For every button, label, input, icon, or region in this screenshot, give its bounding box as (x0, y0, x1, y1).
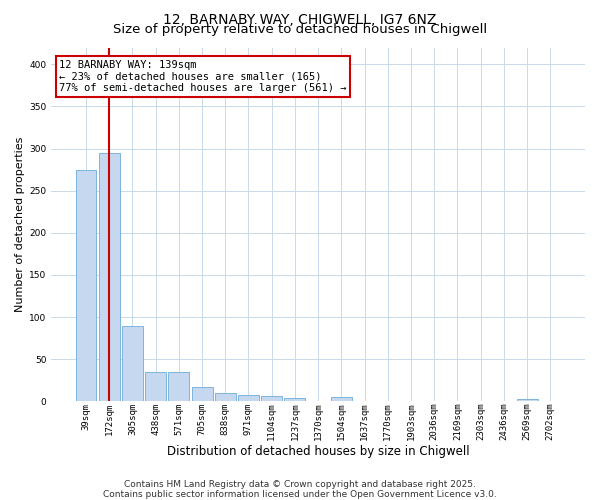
Bar (331, 397, 352, 402)
Bar (191, 387, 212, 402)
Bar (284, 398, 305, 402)
Bar (169, 372, 189, 402)
X-axis label: Distribution of detached houses by size in Chigwell: Distribution of detached houses by size … (167, 444, 469, 458)
Bar (261, 396, 282, 402)
Text: 12 BARNABY WAY: 139sqm
← 23% of detached houses are smaller (165)
77% of semi-de: 12 BARNABY WAY: 139sqm ← 23% of detached… (59, 60, 347, 93)
Bar (215, 393, 236, 402)
Bar (76, 170, 97, 402)
Text: Size of property relative to detached houses in Chigwell: Size of property relative to detached ho… (113, 22, 487, 36)
Bar (517, 399, 538, 402)
Text: 12, BARNABY WAY, CHIGWELL, IG7 6NZ: 12, BARNABY WAY, CHIGWELL, IG7 6NZ (163, 12, 437, 26)
Y-axis label: Number of detached properties: Number of detached properties (15, 136, 25, 312)
Text: Contains HM Land Registry data © Crown copyright and database right 2025.
Contai: Contains HM Land Registry data © Crown c… (103, 480, 497, 499)
Bar (238, 394, 259, 402)
Bar (99, 153, 119, 402)
Bar (145, 372, 166, 402)
Bar (122, 326, 143, 402)
